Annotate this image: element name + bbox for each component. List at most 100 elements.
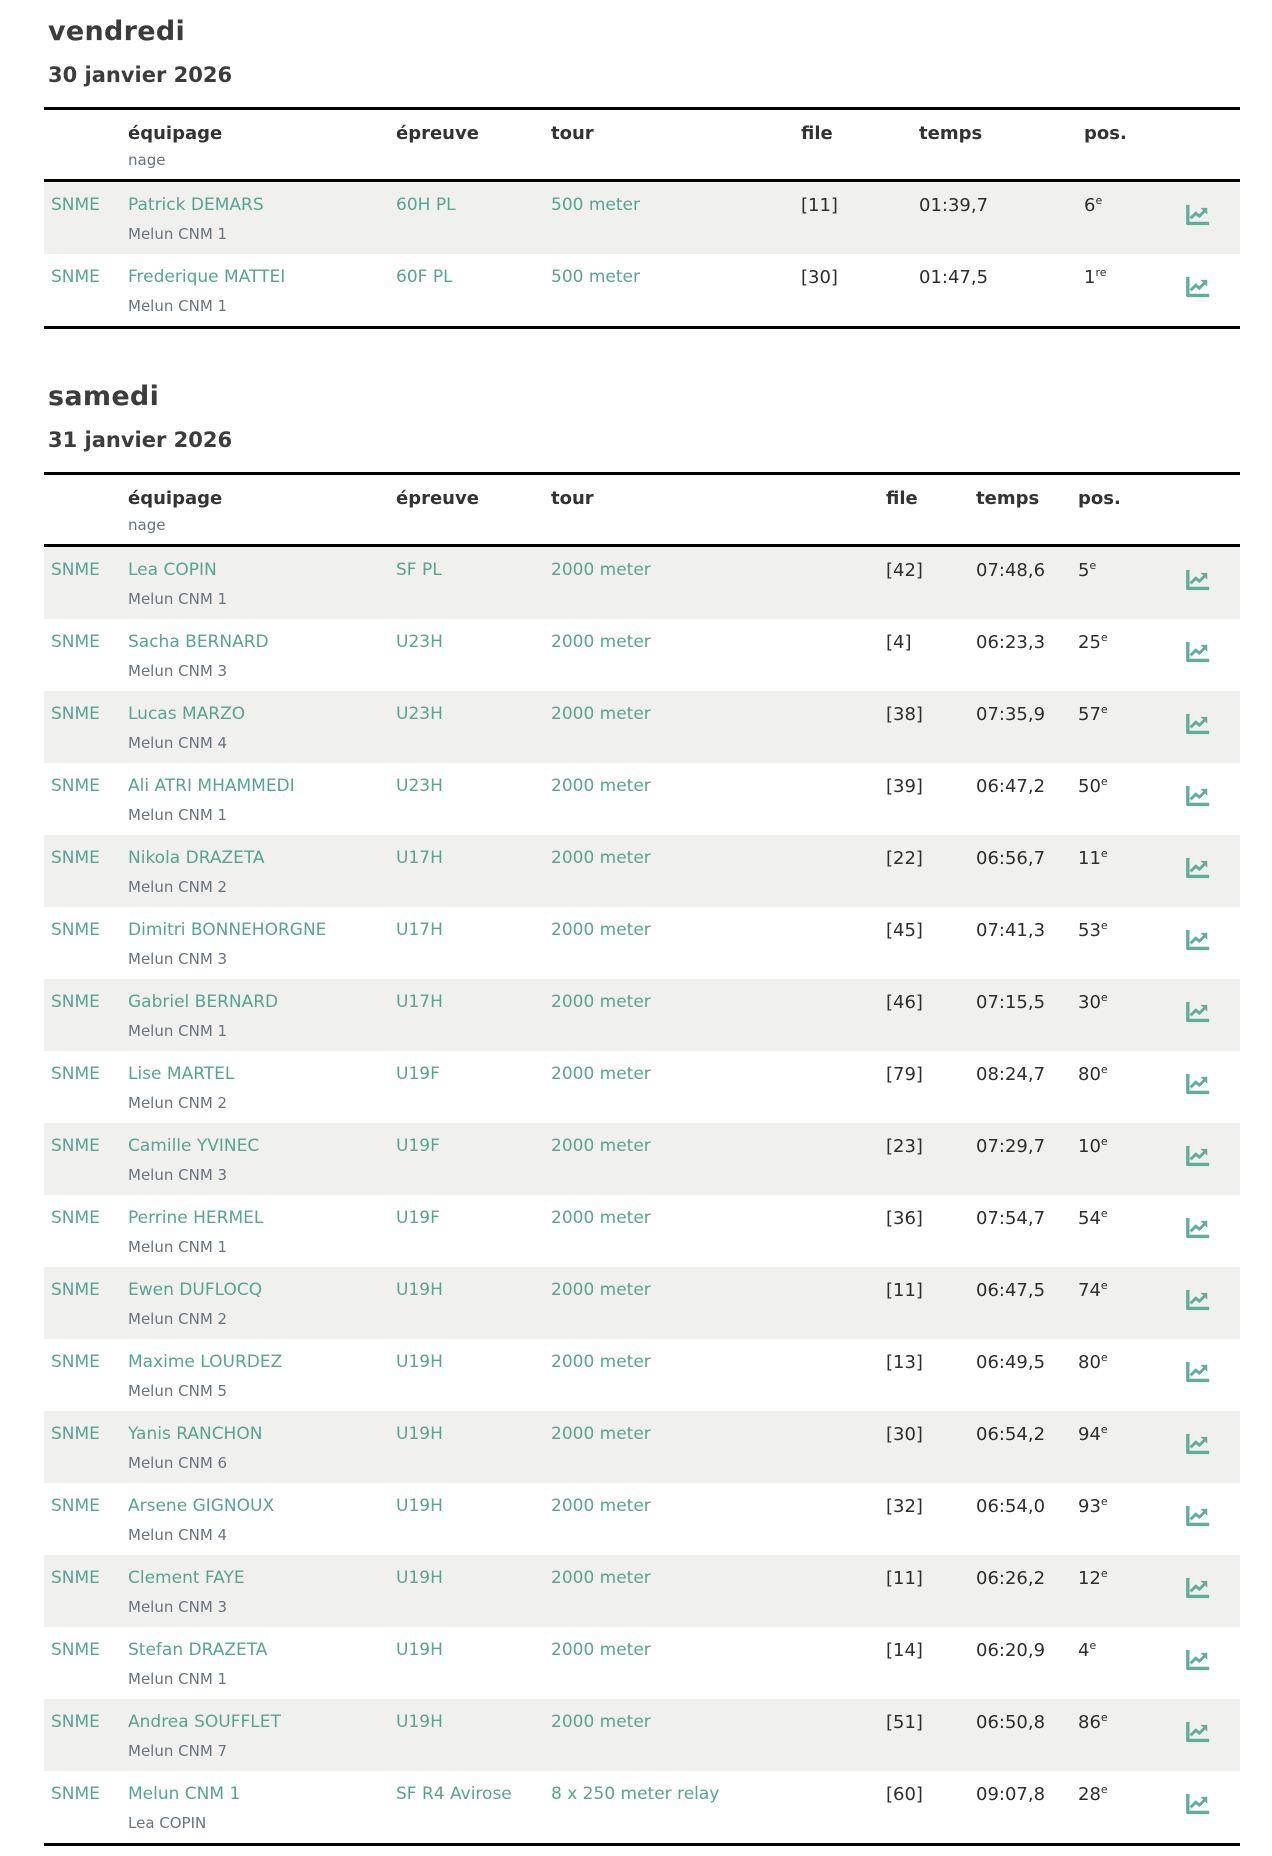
crew-name-link[interactable]: Lise MARTEL <box>128 1064 235 1084</box>
event-link[interactable]: SF PL <box>396 560 442 580</box>
event-link[interactable]: U19H <box>396 1496 443 1516</box>
trend-chart-icon[interactable] <box>1185 1648 1212 1673</box>
event-link[interactable]: U19F <box>396 1208 440 1228</box>
tour-link[interactable]: 2000 meter <box>551 848 651 868</box>
crew-name-link[interactable]: Gabriel BERNARD <box>128 992 279 1012</box>
trend-chart-icon[interactable] <box>1185 1144 1212 1169</box>
club-link[interactable]: SNME <box>51 1496 100 1516</box>
event-link[interactable]: U19F <box>396 1136 440 1156</box>
tour-link[interactable]: 2000 meter <box>551 1352 651 1372</box>
event-link[interactable]: U19H <box>396 1352 443 1372</box>
trend-chart-icon[interactable] <box>1185 203 1212 228</box>
crew-name-link[interactable]: Ali ATRI MHAMMEDI <box>128 776 295 796</box>
crew-name-link[interactable]: Melun CNM 1 <box>128 1784 241 1804</box>
event-link[interactable]: U23H <box>396 776 443 796</box>
club-link[interactable]: SNME <box>51 195 100 215</box>
club-link[interactable]: SNME <box>51 560 100 580</box>
club-link[interactable]: SNME <box>51 1352 100 1372</box>
tour-link[interactable]: 8 x 250 meter relay <box>551 1784 720 1804</box>
trend-chart-icon[interactable] <box>1185 1432 1212 1457</box>
event-link[interactable]: 60F PL <box>396 267 453 287</box>
tour-link[interactable]: 2000 meter <box>551 992 651 1012</box>
tour-link[interactable]: 2000 meter <box>551 632 651 652</box>
club-link[interactable]: SNME <box>51 920 100 940</box>
trend-chart-icon[interactable] <box>1185 1072 1212 1097</box>
club-link[interactable]: SNME <box>51 1568 100 1588</box>
tour-link[interactable]: 2000 meter <box>551 776 651 796</box>
crew-name-link[interactable]: Clement FAYE <box>128 1568 245 1588</box>
club-link[interactable]: SNME <box>51 1424 100 1444</box>
crew-name-link[interactable]: Sacha BERNARD <box>128 632 269 652</box>
club-link[interactable]: SNME <box>51 1208 100 1228</box>
trend-chart-icon[interactable] <box>1185 1000 1212 1025</box>
trend-chart-icon[interactable] <box>1185 1720 1212 1745</box>
event-link[interactable]: U19H <box>396 1640 443 1660</box>
tour-link[interactable]: 2000 meter <box>551 1136 651 1156</box>
crew-name-link[interactable]: Patrick DEMARS <box>128 195 264 215</box>
event-link[interactable]: 60H PL <box>396 195 456 215</box>
crew-name-link[interactable]: Andrea SOUFFLET <box>128 1712 281 1732</box>
event-link[interactable]: SF R4 Avirose <box>396 1784 512 1804</box>
crew-name-link[interactable]: Perrine HERMEL <box>128 1208 264 1228</box>
crew-name-link[interactable]: Nikola DRAZETA <box>128 848 265 868</box>
trend-chart-icon[interactable] <box>1185 856 1212 881</box>
trend-chart-icon[interactable] <box>1185 1504 1212 1529</box>
event-link[interactable]: U19F <box>396 1064 440 1084</box>
event-link[interactable]: U19H <box>396 1568 443 1588</box>
club-link[interactable]: SNME <box>51 1712 100 1732</box>
trend-chart-icon[interactable] <box>1185 1576 1212 1601</box>
event-link[interactable]: U17H <box>396 848 443 868</box>
tour-link[interactable]: 2000 meter <box>551 1496 651 1516</box>
club-link[interactable]: SNME <box>51 632 100 652</box>
event-link[interactable]: U19H <box>396 1712 443 1732</box>
tour-link[interactable]: 2000 meter <box>551 920 651 940</box>
tour-link[interactable]: 2000 meter <box>551 1424 651 1444</box>
trend-chart-icon[interactable] <box>1185 568 1212 593</box>
club-link[interactable]: SNME <box>51 1136 100 1156</box>
club-link[interactable]: SNME <box>51 704 100 724</box>
crew-name-link[interactable]: Stefan DRAZETA <box>128 1640 268 1660</box>
tour-link[interactable]: 2000 meter <box>551 1640 651 1660</box>
tour-link[interactable]: 2000 meter <box>551 560 651 580</box>
trend-chart-icon[interactable] <box>1185 712 1212 737</box>
trend-chart-icon[interactable] <box>1185 784 1212 809</box>
event-link[interactable]: U23H <box>396 704 443 724</box>
tour-link[interactable]: 2000 meter <box>551 1712 651 1732</box>
tour-link[interactable]: 2000 meter <box>551 1280 651 1300</box>
tour-link[interactable]: 500 meter <box>551 267 640 287</box>
crew-name-link[interactable]: Ewen DUFLOCQ <box>128 1280 263 1300</box>
club-link[interactable]: SNME <box>51 1280 100 1300</box>
event-link[interactable]: U17H <box>396 920 443 940</box>
club-link[interactable]: SNME <box>51 848 100 868</box>
trend-chart-icon[interactable] <box>1185 1360 1212 1385</box>
event-link[interactable]: U19H <box>396 1280 443 1300</box>
trend-chart-icon[interactable] <box>1185 1216 1212 1241</box>
club-link[interactable]: SNME <box>51 1784 100 1804</box>
tour-link[interactable]: 500 meter <box>551 195 640 215</box>
trend-chart-icon[interactable] <box>1185 640 1212 665</box>
crew-name-link[interactable]: Dimitri BONNEHORGNE <box>128 920 327 940</box>
club-link[interactable]: SNME <box>51 1640 100 1660</box>
trend-chart-icon[interactable] <box>1185 1288 1212 1313</box>
crew-name-link[interactable]: Lucas MARZO <box>128 704 246 724</box>
trend-chart-icon[interactable] <box>1185 928 1212 953</box>
club-link[interactable]: SNME <box>51 992 100 1012</box>
crew-name-link[interactable]: Lea COPIN <box>128 560 217 580</box>
event-link[interactable]: U23H <box>396 632 443 652</box>
club-link[interactable]: SNME <box>51 267 100 287</box>
crew-name-link[interactable]: Maxime LOURDEZ <box>128 1352 283 1372</box>
trend-chart-icon[interactable] <box>1185 1792 1212 1817</box>
club-link[interactable]: SNME <box>51 776 100 796</box>
tour-link[interactable]: 2000 meter <box>551 704 651 724</box>
tour-link[interactable]: 2000 meter <box>551 1208 651 1228</box>
crew-name-link[interactable]: Camille YVINEC <box>128 1136 260 1156</box>
crew-name-link[interactable]: Frederique MATTEI <box>128 267 286 287</box>
crew-name-link[interactable]: Arsene GIGNOUX <box>128 1496 275 1516</box>
event-link[interactable]: U19H <box>396 1424 443 1444</box>
trend-chart-icon[interactable] <box>1185 275 1212 300</box>
tour-link[interactable]: 2000 meter <box>551 1064 651 1084</box>
event-link[interactable]: U17H <box>396 992 443 1012</box>
club-link[interactable]: SNME <box>51 1064 100 1084</box>
tour-link[interactable]: 2000 meter <box>551 1568 651 1588</box>
crew-name-link[interactable]: Yanis RANCHON <box>128 1424 263 1444</box>
